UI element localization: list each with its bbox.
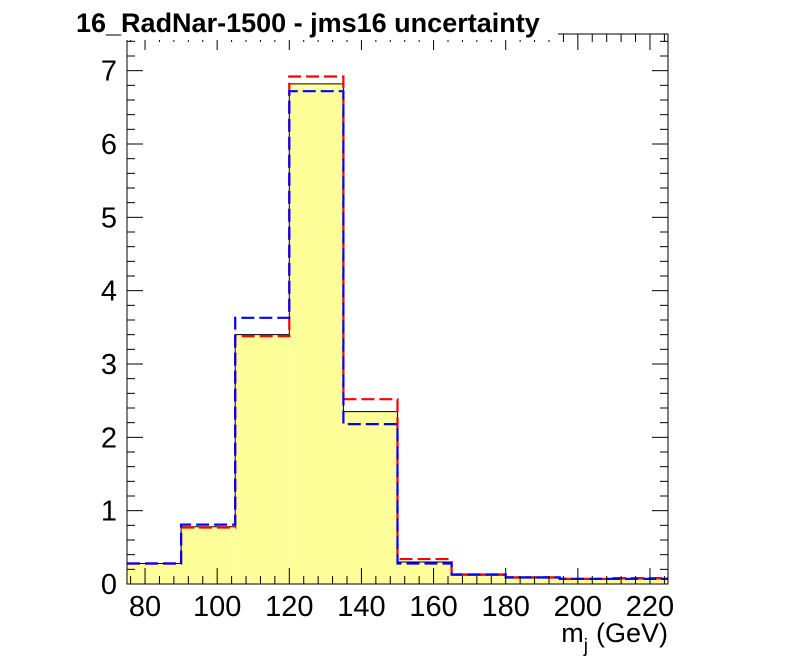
x-axis-title-unit: (GeV) [596,618,668,648]
histogram-bar [613,578,668,584]
x-tick-label: 140 [337,591,385,623]
histogram-bar [235,334,290,584]
histogram-bar [559,578,614,584]
y-tick-label: 6 [101,129,117,161]
y-tick-label: 2 [101,422,117,454]
x-axis-title-subscript: j [583,636,588,657]
y-tick-label: 3 [101,349,117,381]
histogram-bar [397,562,452,584]
chart-title: 16_RadNar-1500 - jms16 uncertainty [62,6,558,40]
histogram-bar [505,578,560,584]
y-tick-label: 4 [101,276,117,308]
y-tick-label: 5 [101,202,117,234]
histogram-bar [181,526,236,584]
x-tick-label: 100 [193,591,241,623]
histogram-layer [127,75,668,584]
histogram-bar [289,83,344,584]
x-tick-label: 160 [409,591,457,623]
x-axis-title: mj (GeV) [561,618,668,657]
tick-label-layer: 80 100 120 140 160 180 200 220 0 1 2 3 4 5 6 7 [101,56,674,623]
x-tick-label: 80 [129,591,161,623]
x-tick-label: 220 [626,591,674,623]
histogram-bar [127,563,182,584]
histogram-bar [451,575,506,584]
y-tick-label: 7 [101,56,117,88]
x-tick-label: 120 [265,591,313,623]
x-axis-title-main: m [561,618,584,648]
histogram-bar [343,411,398,584]
y-tick-label: 0 [101,569,117,601]
y-tick-label: 1 [101,496,117,528]
x-tick-label: 180 [482,591,530,623]
series-line-2 [127,90,668,580]
x-tick-label: 200 [554,591,602,623]
